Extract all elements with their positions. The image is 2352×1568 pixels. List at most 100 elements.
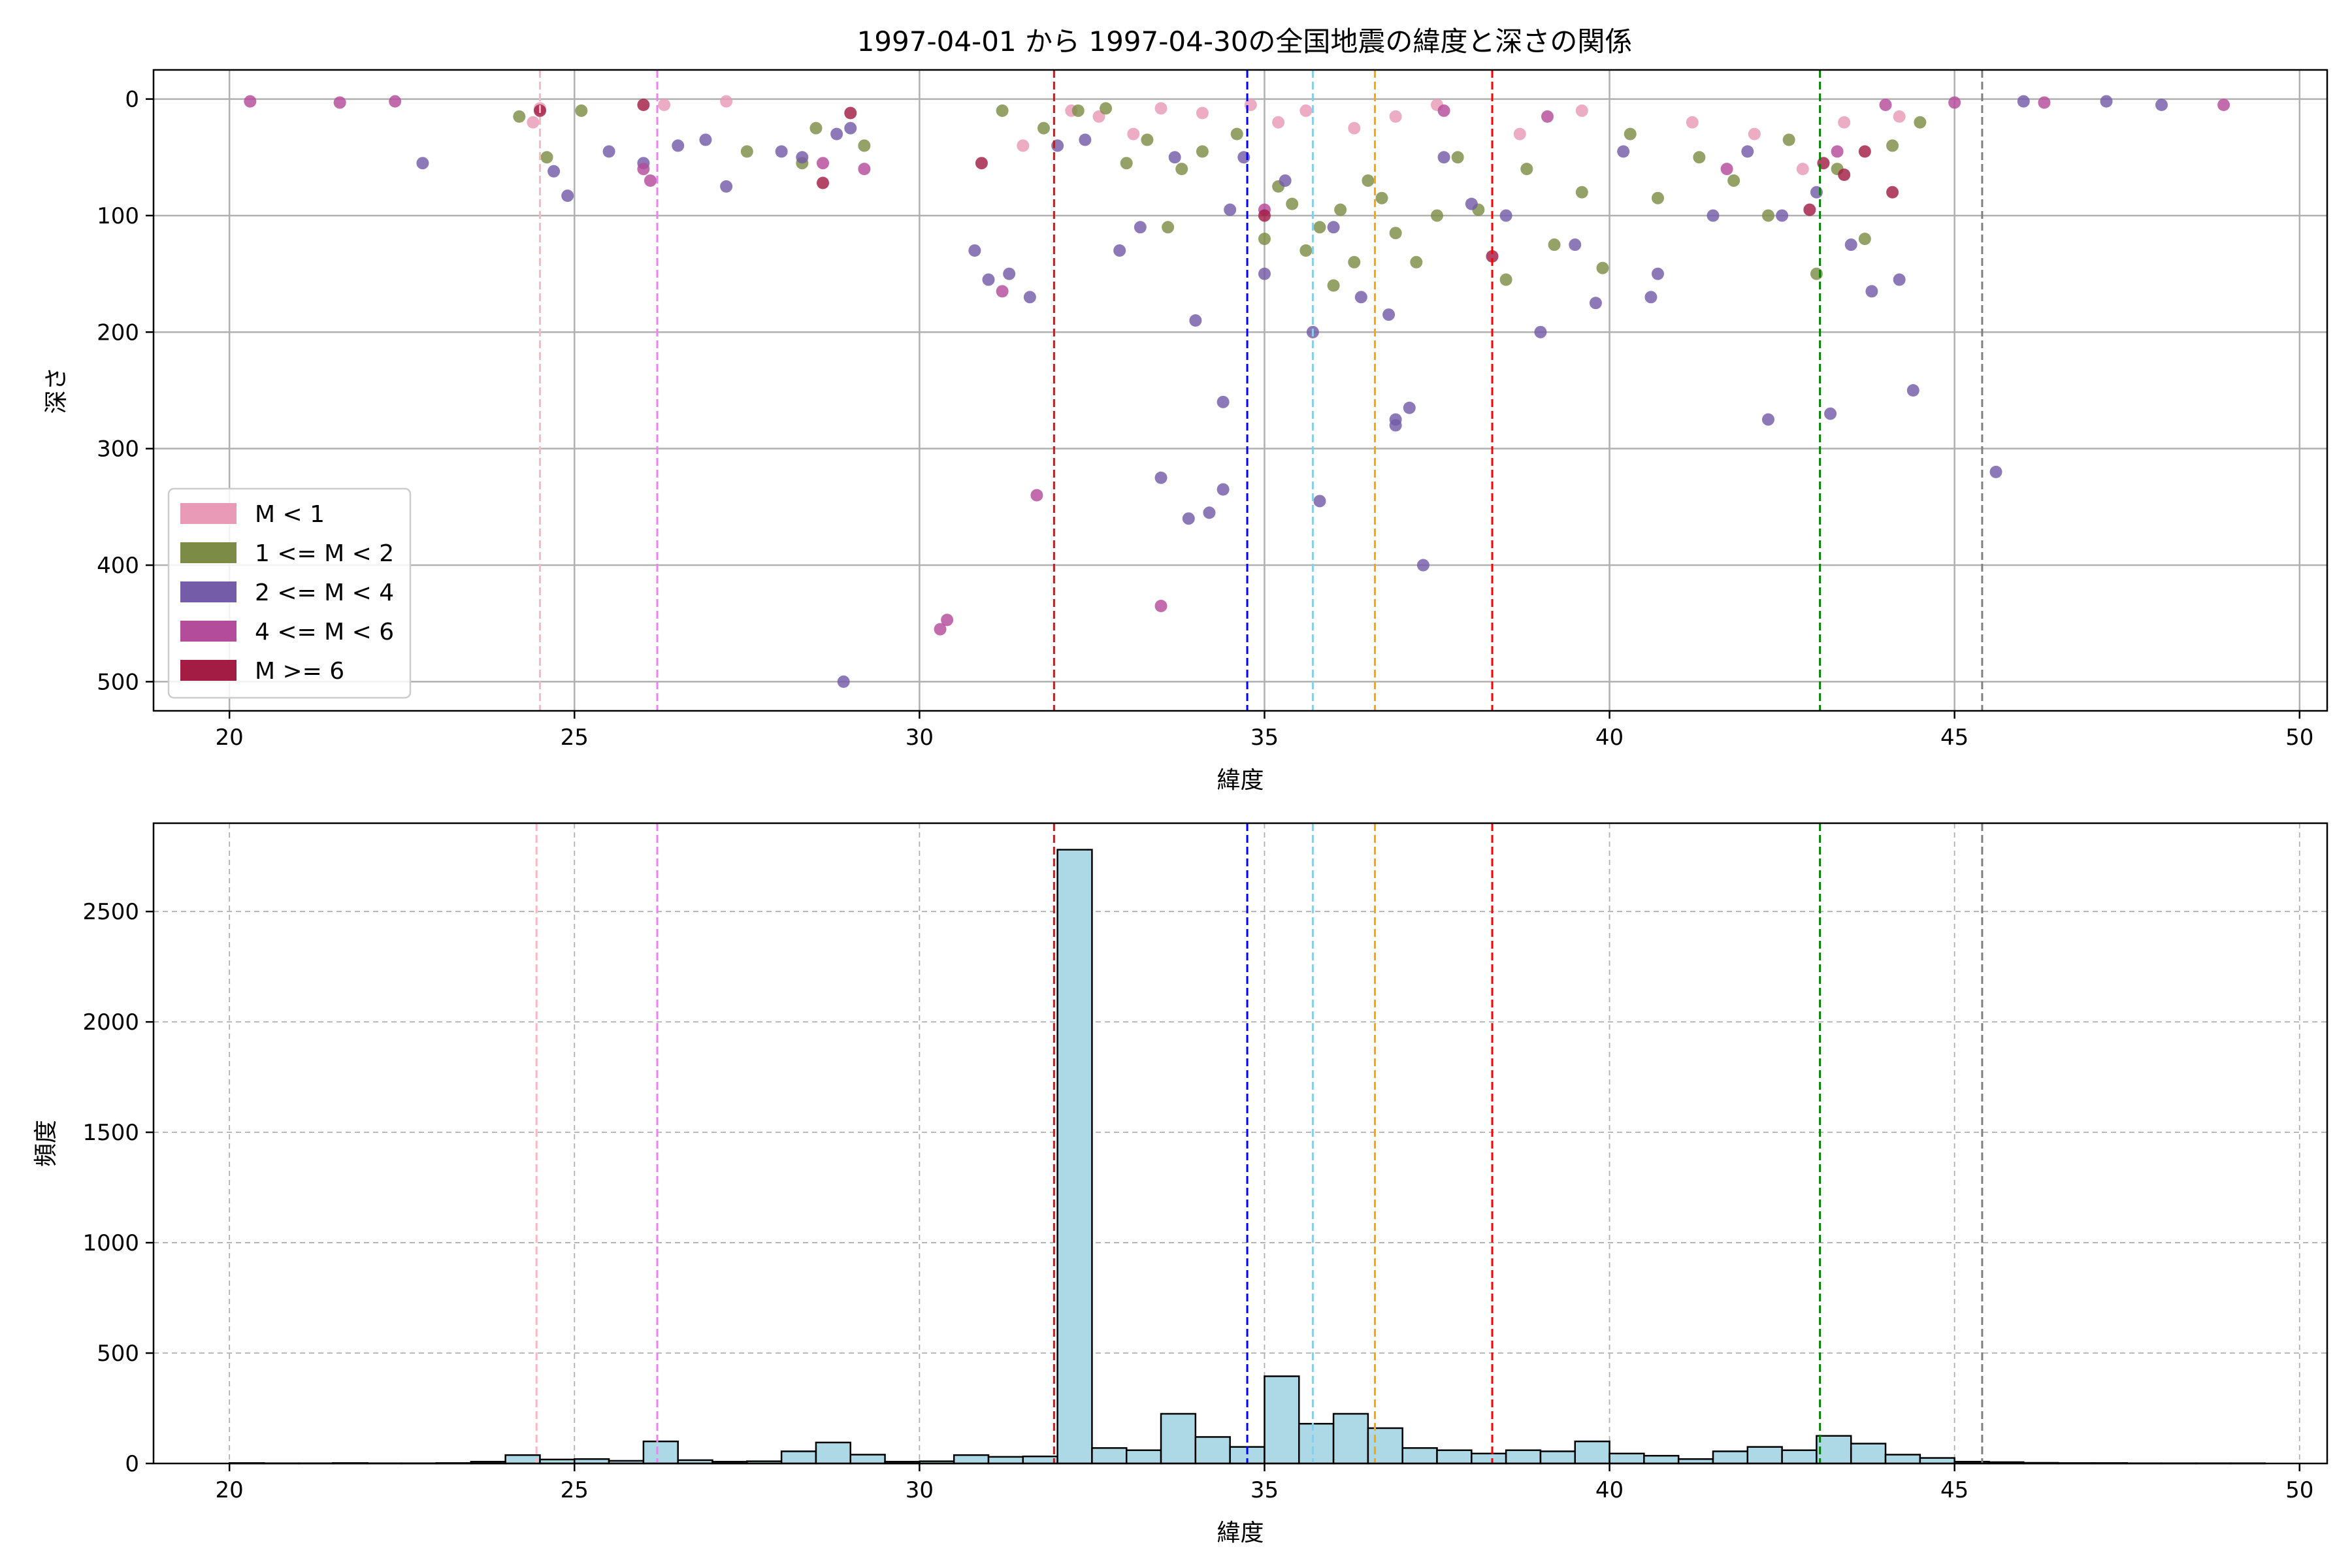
scatter-point [1348, 122, 1361, 135]
scatter-point [1624, 127, 1637, 140]
histogram-x-tick-label: 45 [1940, 1477, 1968, 1503]
legend-swatch [180, 660, 237, 681]
histogram-x-tick-label: 25 [561, 1477, 589, 1503]
legend: M < 1 1 <= M < 2 2 <= M < 4 4 <= M < 6 M >= … [167, 487, 412, 699]
scatter-point [1858, 233, 1871, 246]
scatter-point [844, 106, 857, 120]
scatter-point [602, 145, 615, 158]
scatter-point [740, 145, 753, 158]
histogram-bar [1401, 1447, 1438, 1465]
scatter-point [333, 96, 346, 109]
scatter-x-tick-label: 35 [1250, 725, 1279, 751]
scatter-point [1154, 471, 1168, 484]
scatter-point [1589, 297, 1602, 310]
scatter-point [1575, 186, 1588, 199]
histogram-bar [1022, 1455, 1058, 1465]
scatter-point [637, 163, 650, 176]
histogram-bar [1609, 1452, 1645, 1465]
scatter-point [1403, 401, 1416, 414]
histogram-y-tick-label: 0 [125, 1451, 139, 1477]
scatter-point [1196, 145, 1209, 158]
scatter-point [1120, 157, 1133, 170]
scatter-point [1727, 174, 1740, 187]
scatter-point [637, 99, 650, 112]
histogram-bar [642, 1440, 679, 1465]
scatter-point [975, 157, 988, 170]
scatter-point [2017, 95, 2030, 108]
scatter-grid [154, 70, 2327, 711]
scatter-y-tick-label: 200 [97, 319, 139, 346]
scatter-point [2038, 96, 2051, 109]
scatter-point [1217, 483, 1230, 496]
histogram-y-axis-label: 頻度 [33, 1120, 59, 1167]
scatter-point [1258, 209, 1271, 222]
scatter-point [1017, 139, 1030, 152]
scatter-x-tick-label: 45 [1940, 725, 1968, 751]
scatter-point [1327, 279, 1340, 292]
histogram-bar [815, 1441, 852, 1465]
scatter-y-tick-label: 400 [97, 553, 139, 579]
scatter-point [699, 133, 712, 146]
histogram-bar [1160, 1413, 1197, 1465]
scatter-point [1334, 203, 1347, 216]
scatter-point [1914, 116, 1927, 129]
scatter-point [720, 180, 733, 193]
scatter-point [1313, 495, 1326, 508]
scatter-point [1168, 151, 1181, 164]
scatter-point [1389, 227, 1402, 240]
scatter-point [1865, 285, 1878, 298]
histogram-bar [1332, 1413, 1369, 1465]
scatter-point [1796, 163, 1809, 176]
scatter-point [796, 151, 809, 164]
scatter-x-tick-label: 30 [906, 725, 934, 751]
histogram-y-tick-label: 1500 [82, 1120, 139, 1146]
scatter-point [1154, 102, 1168, 115]
scatter-point [1782, 133, 1795, 146]
scatter-point [1382, 308, 1396, 321]
scatter-point [1437, 104, 1450, 117]
scatter-points [244, 95, 2230, 688]
scatter-point [968, 244, 981, 257]
scatter-point [1299, 104, 1313, 117]
legend-label: M < 1 [255, 501, 325, 528]
legend-swatch [180, 542, 237, 563]
scatter-point [1720, 163, 1733, 176]
scatter-point [1761, 209, 1774, 222]
scatter-point [1313, 221, 1326, 234]
histogram-y-tick-label: 2500 [82, 899, 139, 925]
scatter-point [416, 157, 429, 170]
histogram-bar [1884, 1454, 1921, 1465]
legend-swatch [180, 581, 237, 602]
scatter-point [1858, 145, 1871, 158]
scatter-point [1100, 102, 1113, 115]
scatter-point [1651, 267, 1664, 280]
scatter-point [561, 189, 574, 203]
scatter-point [996, 285, 1009, 298]
histogram-bar [1436, 1449, 1473, 1465]
scatter-point [389, 95, 402, 108]
scatter-point [1162, 221, 1175, 234]
scatter-point [1134, 221, 1147, 234]
scatter-series [244, 95, 2230, 636]
scatter-plot-frame [152, 69, 2328, 712]
scatter-point [1203, 506, 1216, 519]
scatter-point [1224, 203, 1237, 216]
histogram-x-axis-label: 緯度 [1217, 1520, 1264, 1546]
scatter-point [1437, 151, 1450, 164]
legend-box [167, 487, 412, 699]
histogram-x-tick-label: 35 [1250, 1477, 1279, 1503]
histogram-x-tick-label: 30 [906, 1477, 934, 1503]
scatter-y-tick-label: 500 [97, 669, 139, 695]
histogram-x-tick-label: 50 [2285, 1477, 2313, 1503]
scatter-point [1686, 116, 1699, 129]
scatter-point [1416, 559, 1429, 572]
histogram-bar [1781, 1449, 1818, 1465]
histogram-bar [987, 1456, 1024, 1465]
histogram-bar [849, 1454, 886, 1465]
scatter-point [1803, 203, 1816, 216]
scatter-point [1354, 291, 1367, 304]
histogram-bar [1816, 1435, 1852, 1465]
scatter-point [1451, 151, 1464, 164]
histogram-x-tick-label: 20 [216, 1477, 244, 1503]
